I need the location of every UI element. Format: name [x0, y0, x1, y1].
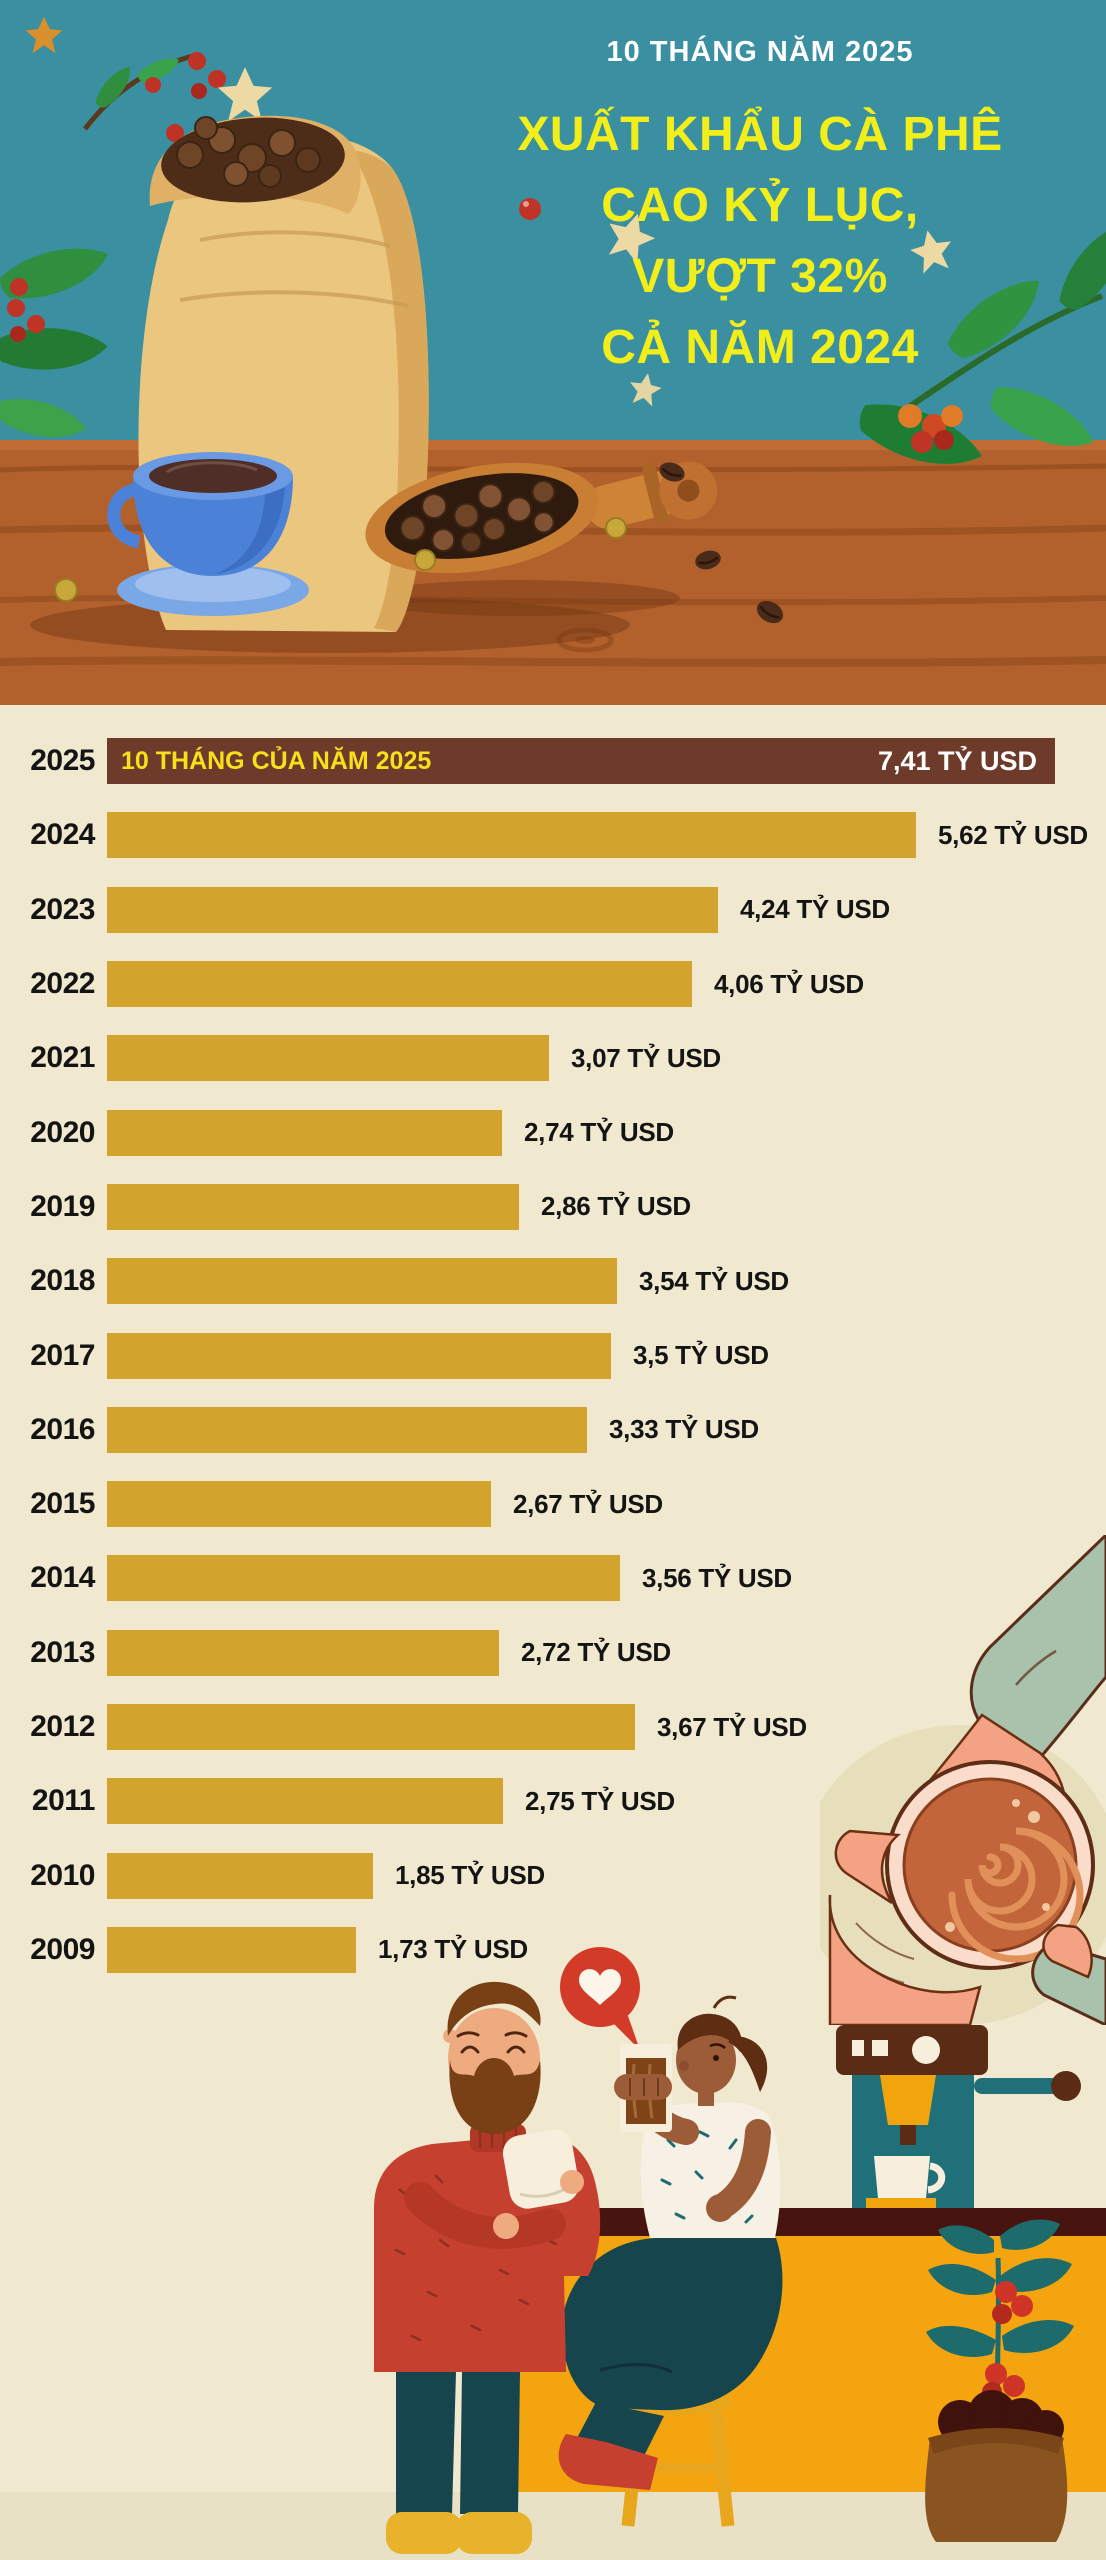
chart-row: 2009 1,73 TỶ USD — [0, 1913, 1106, 1987]
header-illustration — [0, 16, 1106, 705]
chart-row: 2024 5,62 TỶ USD — [0, 798, 1106, 872]
coffee-cup-illustration — [107, 452, 309, 616]
value-label: 5,62 TỶ USD — [938, 819, 1088, 850]
title-block: 10 THÁNG NĂM 2025 XUẤT KHẨU CÀ PHÊ CAO K… — [490, 36, 1030, 383]
year-label: 2022 — [30, 967, 95, 1001]
value-label: 2,74 TỶ USD — [524, 1117, 674, 1148]
bean-scoop-illustration — [365, 461, 718, 574]
value-label: 3,33 TỶ USD — [609, 1414, 759, 1445]
bar — [107, 1778, 503, 1825]
value-label: 4,24 TỶ USD — [740, 894, 890, 925]
man-illustration — [374, 1981, 601, 2554]
header: 10 THÁNG NĂM 2025 XUẤT KHẨU CÀ PHÊ CAO K… — [0, 0, 1106, 705]
header-kicker: 10 THÁNG NĂM 2025 — [606, 36, 914, 68]
chart-row: 2020 2,74 TỶ USD — [0, 1095, 1106, 1169]
page-title: XUẤT KHẨU CÀ PHÊ CAO KỶ LỤC, VƯỢT 32% CẢ… — [490, 99, 1030, 383]
year-label: 2019 — [30, 1189, 95, 1223]
chart-row: 2016 3,33 TỶ USD — [0, 1393, 1106, 1467]
heart-icon — [579, 1969, 621, 2005]
chart-row: 2021 3,07 TỶ USD — [0, 1021, 1106, 1095]
title-line: VƯỢT 32% — [632, 250, 888, 303]
value-label: 3,54 TỶ USD — [639, 1265, 789, 1296]
bar — [107, 1704, 635, 1750]
coffee-branch-illustration — [0, 248, 110, 460]
woman-illustration — [558, 1995, 783, 2490]
year-label: 2009 — [30, 1932, 95, 1966]
chart-row: 2025 10 THÁNG CỦA NĂM 2025 7,41 TỶ USD — [0, 724, 1106, 798]
bar — [107, 886, 718, 933]
bar — [107, 1406, 587, 1453]
bar — [107, 1035, 549, 1082]
red-boot — [558, 2434, 658, 2490]
yellow-boot — [386, 2512, 462, 2554]
title-line: CẢ NĂM 2024 — [601, 321, 919, 374]
year-label: 2025 — [30, 744, 95, 778]
yellow-boot — [456, 2512, 532, 2554]
value-label: 1,73 TỶ USD — [378, 1934, 528, 1965]
bar — [107, 812, 916, 859]
barista-scene-illustration — [0, 1947, 1106, 2560]
value-label: 4,06 TỶ USD — [714, 968, 864, 999]
value-label: 2,72 TỶ USD — [521, 1637, 671, 1668]
chart-row: 2018 3,54 TỶ USD — [0, 1244, 1106, 1318]
speech-bubble — [560, 1947, 640, 2050]
year-label: 2014 — [30, 1561, 95, 1595]
chart-row: 2010 1,85 TỶ USD — [0, 1838, 1106, 1912]
chart-row: 2023 4,24 TỶ USD — [0, 873, 1106, 947]
value-label: 3,67 TỶ USD — [657, 1711, 807, 1742]
bar — [107, 1258, 617, 1305]
year-label: 2021 — [30, 1041, 95, 1075]
chart-row: 2012 3,67 TỶ USD — [0, 1690, 1106, 1764]
chart-row: 2011 2,75 TỶ USD — [0, 1764, 1106, 1838]
chart-row: 2017 3,5 TỶ USD — [0, 1318, 1106, 1392]
chart-rows: 2025 10 THÁNG CỦA NĂM 2025 7,41 TỶ USD 2… — [0, 705, 1106, 1987]
year-label: 2015 — [30, 1487, 95, 1521]
chart-row: 2015 2,67 TỶ USD — [0, 1467, 1106, 1541]
year-label: 2013 — [30, 1635, 95, 1669]
coffee-mug — [502, 2129, 580, 2209]
bar — [107, 1109, 502, 1156]
value-label: 3,5 TỶ USD — [633, 1340, 769, 1371]
year-label: 2023 — [30, 892, 95, 926]
value-label: 2,67 TỶ USD — [513, 1488, 663, 1519]
year-label: 2012 — [30, 1710, 95, 1743]
value-label: 2,86 TỶ USD — [541, 1191, 691, 1222]
bar — [107, 1555, 620, 1602]
bar — [107, 1852, 373, 1899]
value-label: 3,07 TỶ USD — [571, 1042, 721, 1073]
coffee-plant-illustration — [925, 2219, 1074, 2542]
bar — [107, 1481, 491, 1528]
bar — [107, 1332, 611, 1379]
year-label: 2017 — [30, 1338, 95, 1372]
year-label: 2010 — [30, 1858, 95, 1892]
coffee-branch-illustration — [83, 52, 226, 142]
year-label: 2020 — [30, 1115, 95, 1149]
value-label-inside: 7,41 TỶ USD — [877, 745, 1037, 776]
chart-row: 2019 2,86 TỶ USD — [0, 1170, 1106, 1244]
chart-row: 2014 3,56 TỶ USD — [0, 1541, 1106, 1615]
bar-chart: 2025 10 THÁNG CỦA NĂM 2025 7,41 TỶ USD 2… — [0, 705, 1106, 2560]
year-label: 2024 — [30, 818, 95, 852]
bar — [107, 1629, 499, 1676]
chart-row: 2022 4,06 TỶ USD — [0, 947, 1106, 1021]
bar: 10 THÁNG CỦA NĂM 2025 7,41 TỶ USD — [107, 738, 1055, 785]
value-label: 1,85 TỶ USD — [395, 1860, 545, 1891]
year-label: 2011 — [31, 1784, 96, 1818]
coffee-branch-illustration — [851, 220, 1106, 498]
bar — [107, 1926, 356, 1973]
title-line: XUẤT KHẨU CÀ PHÊ — [517, 108, 1003, 161]
bar-note: 10 THÁNG CỦA NĂM 2025 — [121, 746, 432, 775]
year-label: 2016 — [30, 1412, 95, 1446]
bar — [107, 961, 692, 1008]
coffee-bean-icon — [54, 462, 784, 624]
title-line: CAO KỶ LỤC, — [601, 179, 919, 232]
floor — [0, 2492, 1106, 2560]
value-label: 2,75 TỶ USD — [525, 1785, 675, 1816]
espresso-machine-illustration — [836, 2025, 1081, 2208]
chart-row: 2013 2,72 TỶ USD — [0, 1616, 1106, 1690]
value-label: 3,56 TỶ USD — [642, 1562, 792, 1593]
year-label: 2018 — [30, 1264, 95, 1298]
bar — [107, 1183, 519, 1230]
